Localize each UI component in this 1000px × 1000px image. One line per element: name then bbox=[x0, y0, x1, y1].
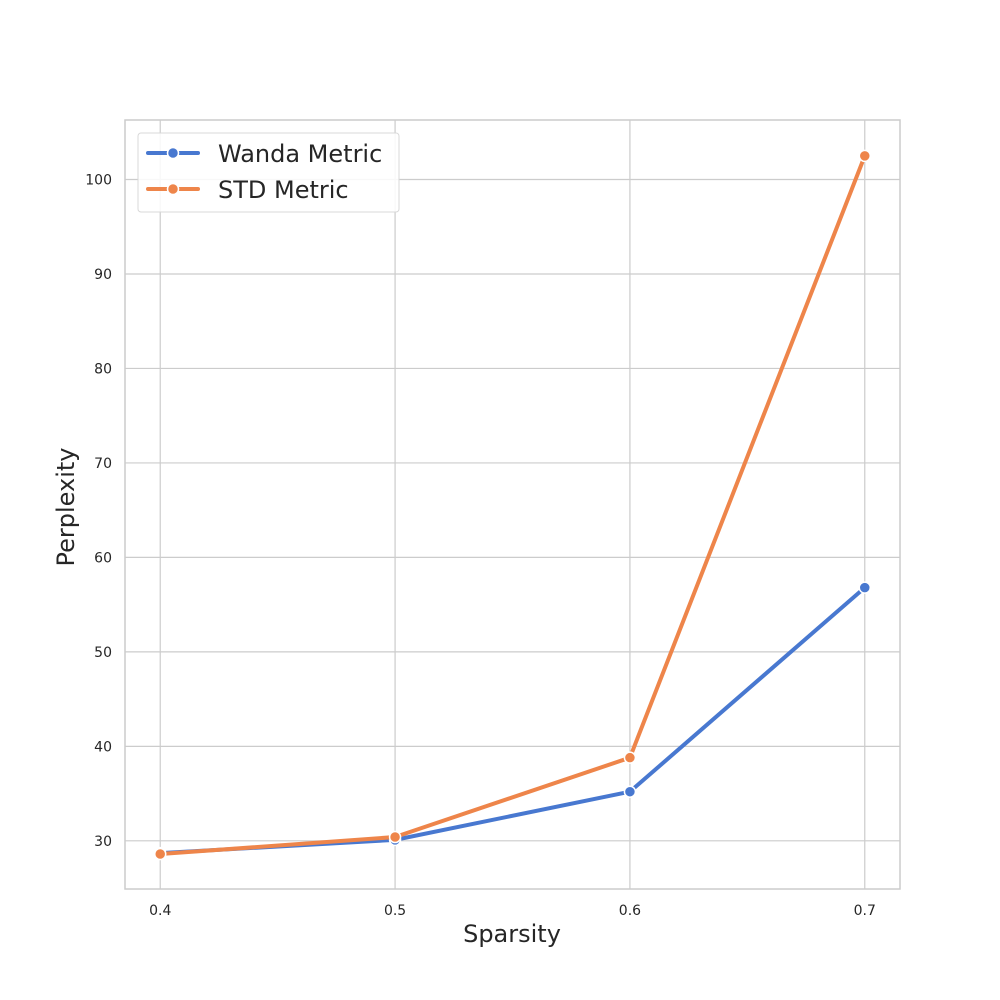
y-tick-label: 30 bbox=[94, 834, 112, 850]
data-point bbox=[858, 581, 872, 594]
plot-background bbox=[125, 120, 900, 889]
legend-entry: Wanda Metric bbox=[146, 140, 382, 168]
y-tick-label: 60 bbox=[94, 550, 112, 566]
y-tick-labels: 30 40 50 60 70 80 90 100 bbox=[85, 173, 112, 850]
data-point bbox=[388, 830, 402, 844]
x-tick-label: 0.7 bbox=[854, 903, 876, 919]
x-tick-labels: 0.4 0.5 0.6 0.7 bbox=[149, 903, 876, 919]
legend-label: STD Metric bbox=[218, 176, 349, 204]
legend-marker bbox=[166, 146, 180, 160]
legend-entry: STD Metric bbox=[146, 176, 349, 204]
data-point bbox=[153, 847, 167, 861]
data-point bbox=[623, 751, 637, 764]
y-tick-label: 70 bbox=[94, 456, 112, 472]
y-tick-label: 50 bbox=[94, 645, 112, 661]
x-tick-label: 0.5 bbox=[384, 903, 406, 919]
series-line bbox=[158, 153, 867, 857]
y-tick-label: 40 bbox=[94, 739, 112, 755]
y-tick-label: 80 bbox=[94, 361, 112, 377]
y-tick-label: 90 bbox=[94, 267, 112, 283]
legend: Wanda Metric STD Metric bbox=[137, 132, 400, 213]
x-tick-label: 0.4 bbox=[149, 903, 171, 919]
data-point bbox=[623, 785, 637, 798]
y-tick-label: 100 bbox=[85, 173, 112, 189]
series-std-metric bbox=[153, 149, 872, 861]
legend-label: Wanda Metric bbox=[218, 140, 382, 168]
plot-frame bbox=[124, 119, 901, 890]
y-axis-title: Perplexity bbox=[52, 448, 80, 567]
x-axis-title: Sparsity bbox=[463, 920, 561, 948]
data-point bbox=[858, 149, 872, 163]
series-layer bbox=[153, 149, 872, 861]
x-tick-label: 0.6 bbox=[619, 903, 641, 919]
legend-box bbox=[137, 132, 400, 213]
legend-marker bbox=[166, 182, 180, 196]
